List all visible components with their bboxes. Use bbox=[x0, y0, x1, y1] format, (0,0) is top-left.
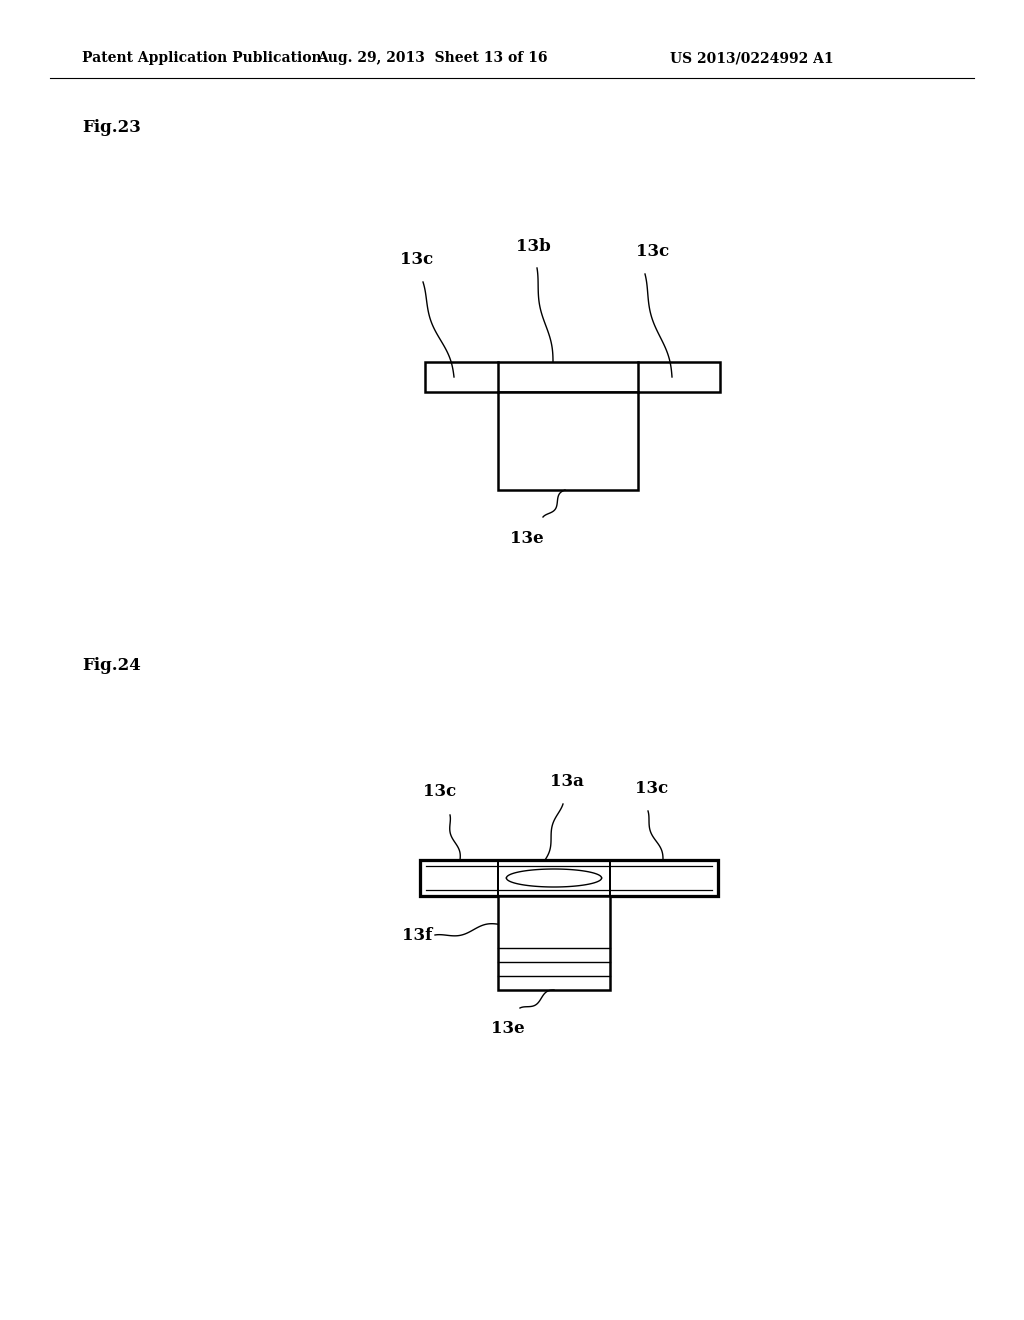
Text: Fig.23: Fig.23 bbox=[82, 120, 141, 136]
Text: 13c: 13c bbox=[400, 251, 433, 268]
Bar bbox=[420, 861, 718, 896]
Text: 13c: 13c bbox=[636, 243, 670, 260]
Bar bbox=[498, 896, 610, 990]
Text: Aug. 29, 2013  Sheet 13 of 16: Aug. 29, 2013 Sheet 13 of 16 bbox=[316, 51, 547, 65]
Text: 13e: 13e bbox=[492, 1020, 525, 1038]
Text: US 2013/0224992 A1: US 2013/0224992 A1 bbox=[670, 51, 834, 65]
Bar bbox=[425, 362, 720, 392]
Text: 13f: 13f bbox=[401, 927, 432, 944]
Text: 13c: 13c bbox=[423, 783, 457, 800]
Text: 13b: 13b bbox=[516, 238, 550, 255]
Text: 13c: 13c bbox=[635, 780, 669, 797]
Text: Fig.24: Fig.24 bbox=[82, 656, 140, 673]
Text: Patent Application Publication: Patent Application Publication bbox=[82, 51, 322, 65]
Bar bbox=[498, 392, 638, 490]
Text: 13e: 13e bbox=[510, 531, 544, 546]
Text: 13a: 13a bbox=[550, 774, 584, 789]
